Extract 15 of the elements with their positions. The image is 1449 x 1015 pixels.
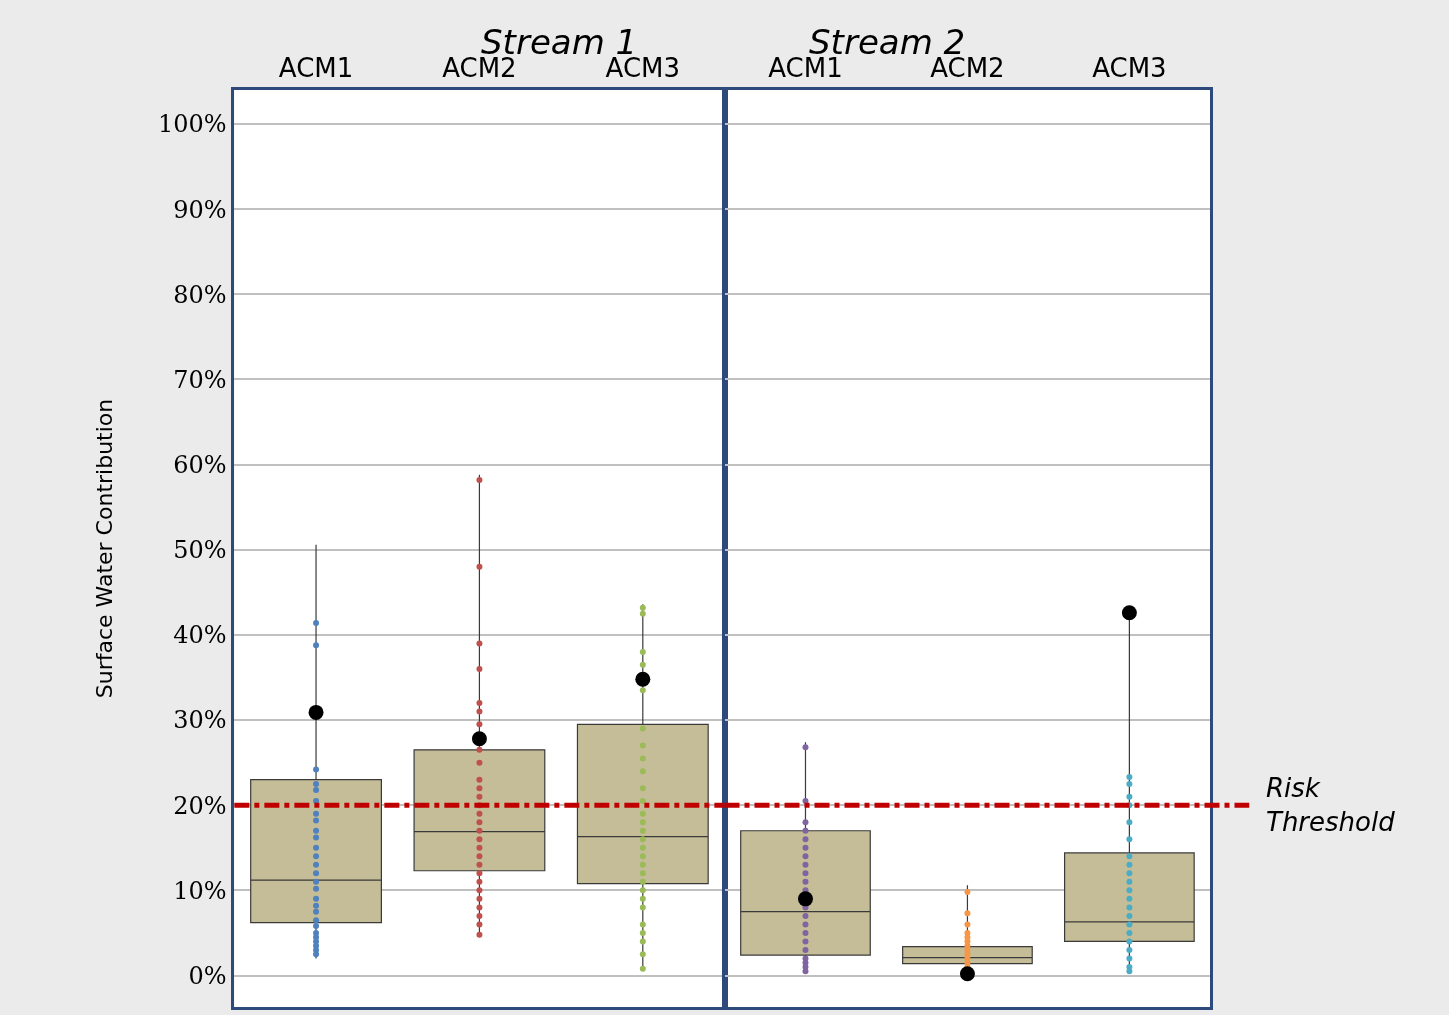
y-tick-label: 10% — [173, 876, 227, 905]
y-tick-label: 30% — [173, 706, 227, 735]
y-axis-title: Surface Water Contribution — [91, 398, 117, 699]
y-tick-label: 70% — [173, 365, 227, 394]
y-tick-label: 90% — [173, 195, 227, 224]
y-tick-label: 50% — [173, 536, 227, 565]
y-tick-label: 100% — [157, 110, 227, 139]
y-tick-label: 20% — [173, 791, 227, 820]
y-tick-label: 0% — [188, 961, 227, 990]
y-tick-label: 80% — [173, 280, 227, 309]
ref-line-label: Risk Threshold — [1266, 773, 1396, 837]
x-tick-label: ACM3 — [1092, 52, 1167, 83]
y-tick-label: 60% — [173, 451, 227, 480]
x-tick-label: ACM1 — [278, 52, 354, 83]
y-tick-label: 40% — [173, 621, 227, 650]
